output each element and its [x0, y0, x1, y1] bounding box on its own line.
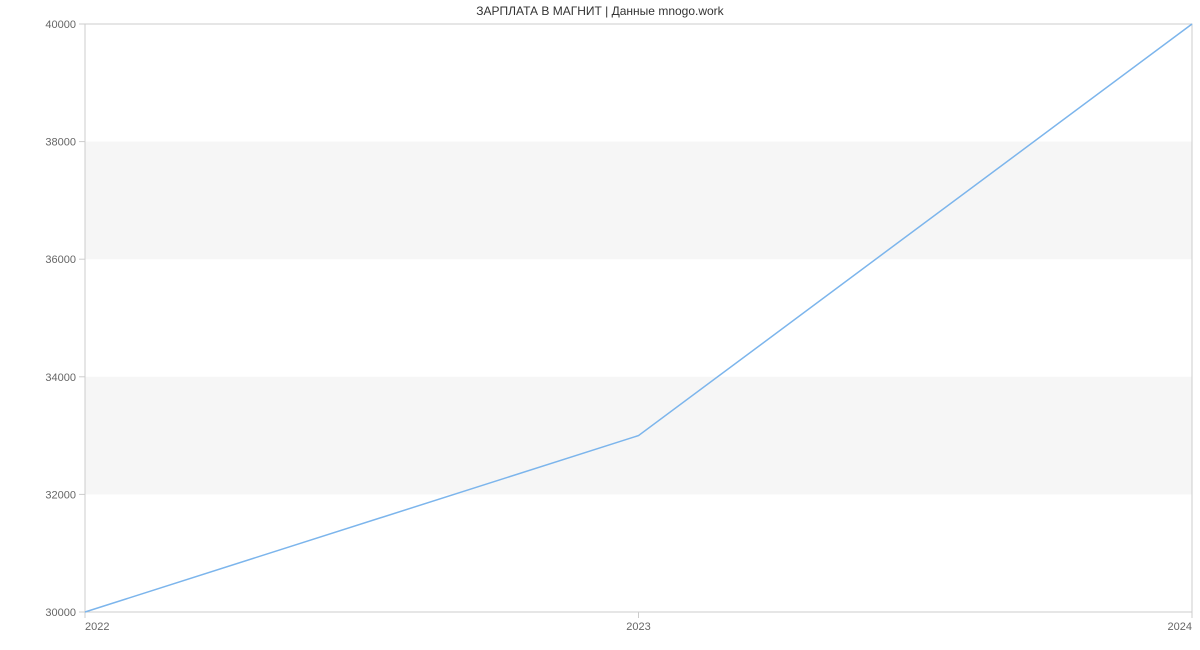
chart-svg: 30000 32000 34000 36000 38000 40000 2022 2023 20…	[0, 0, 1200, 650]
svg-text:34000: 34000	[45, 372, 76, 384]
salary-line-chart: ЗАРПЛАТА В МАГНИТ | Данные mnogo.work 30…	[0, 0, 1200, 650]
svg-text:2022: 2022	[85, 621, 109, 633]
svg-text:36000: 36000	[45, 254, 76, 266]
svg-text:38000: 38000	[45, 137, 76, 149]
svg-text:40000: 40000	[45, 19, 76, 31]
svg-text:30000: 30000	[45, 607, 76, 619]
svg-text:2024: 2024	[1168, 621, 1192, 633]
svg-text:32000: 32000	[45, 489, 76, 501]
chart-title: ЗАРПЛАТА В МАГНИТ | Данные mnogo.work	[0, 4, 1200, 18]
svg-text:2023: 2023	[626, 621, 650, 633]
